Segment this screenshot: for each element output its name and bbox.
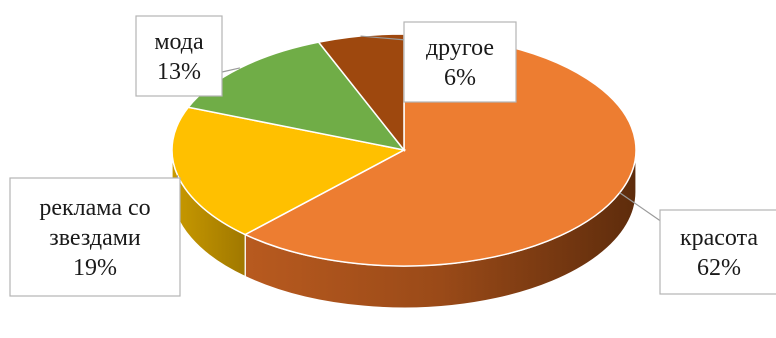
pie-slice-мода — [186, 41, 406, 152]
data-label-category: звездами — [49, 225, 141, 251]
data-label-мода: мода 13% — [135, 15, 223, 97]
data-label-category: реклама со — [39, 195, 150, 221]
data-label-красота: красота 62% — [659, 209, 776, 295]
data-label-value: 13% — [157, 59, 201, 85]
data-label-value: 6% — [444, 65, 476, 91]
data-label-value: 19% — [73, 255, 117, 281]
data-label-category: другое — [426, 35, 494, 61]
leader-line-красота — [619, 192, 663, 223]
data-label-box — [659, 209, 776, 295]
data-label-другое: другое 6% — [403, 21, 517, 103]
leader-line-мода — [221, 67, 241, 73]
data-label-value: 62% — [697, 255, 741, 281]
leader-line-другое — [360, 35, 407, 41]
data-label-box — [403, 21, 517, 103]
data-label-category: мода — [154, 29, 204, 55]
data-label-box — [9, 177, 181, 297]
data-labels: красота 62% реклама со звездами 19% мода 13% др… — [9, 15, 776, 297]
data-label-box — [135, 15, 223, 97]
data-label-category: красота — [680, 225, 758, 251]
data-label-реклама-со-звездами: реклама со звездами 19% — [9, 177, 181, 297]
